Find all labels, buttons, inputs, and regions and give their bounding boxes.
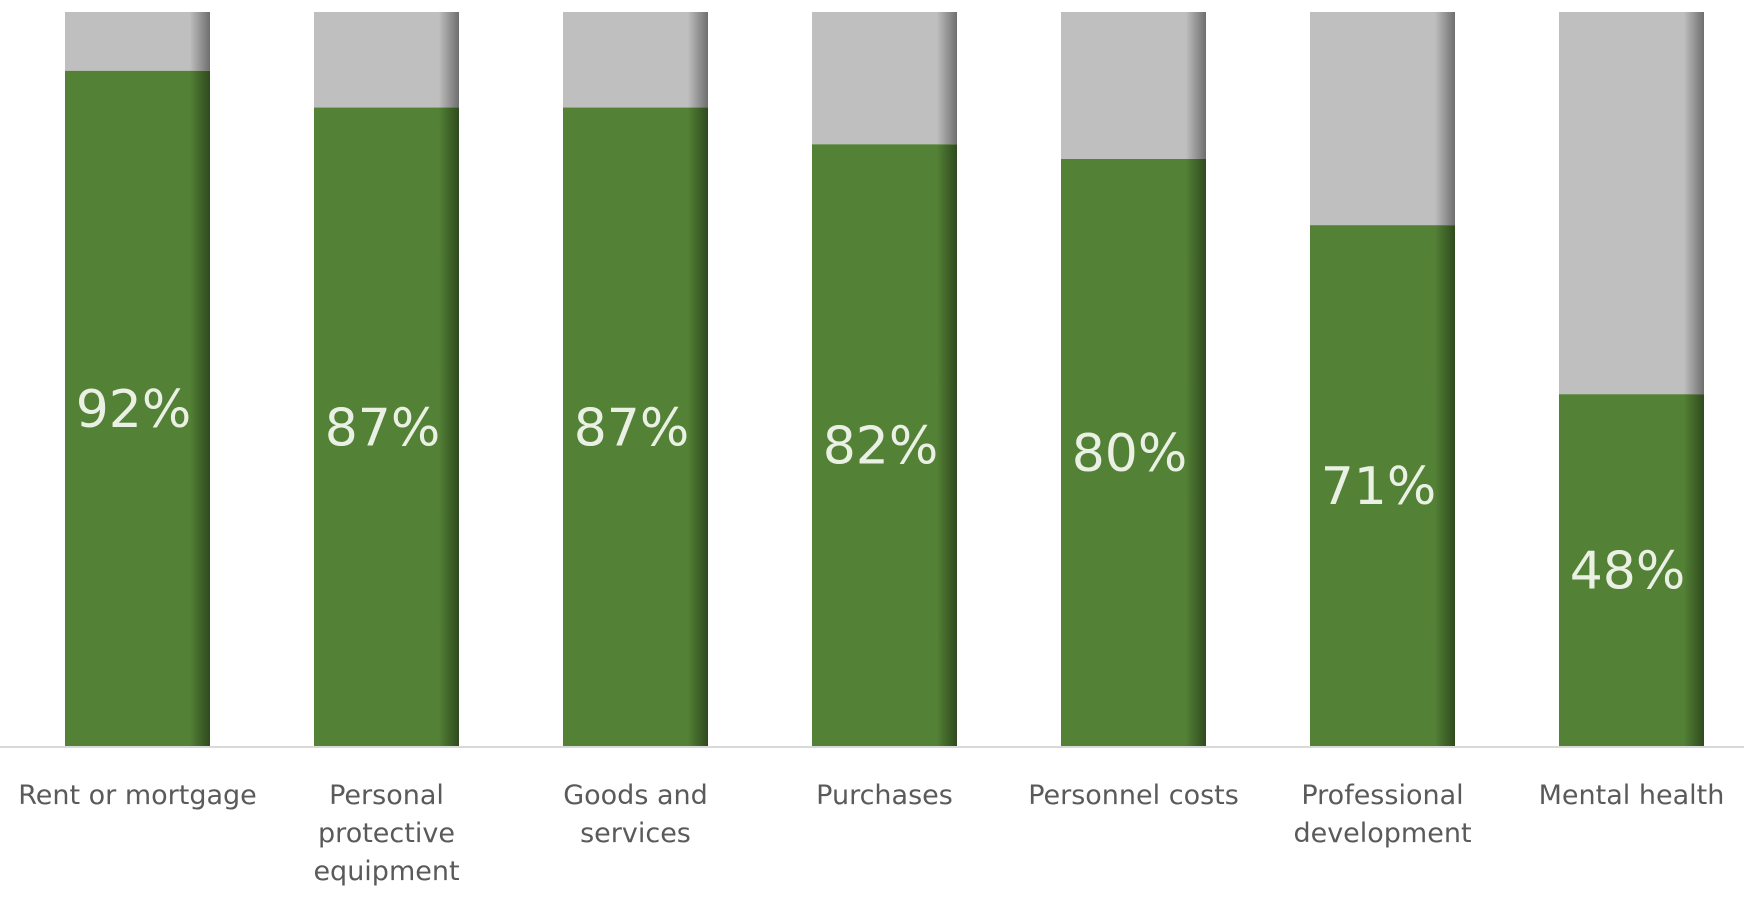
- bar-remainder-5: [1061, 12, 1206, 159]
- category-label-2: Personal protective equipment: [313, 780, 459, 887]
- data-label-5: 80%: [1072, 424, 1188, 484]
- category-label-3: Goods and services: [563, 780, 708, 849]
- bar-value-6: [1310, 225, 1455, 747]
- bar-remainder-3: [563, 12, 708, 108]
- bar-remainder-4: [812, 12, 957, 145]
- bar-remainder-7: [1559, 12, 1704, 395]
- bar-remainder-2: [314, 12, 459, 108]
- data-label-1: 92%: [76, 380, 192, 440]
- data-label-6: 71%: [1321, 457, 1437, 517]
- bar-value-5: [1061, 159, 1206, 747]
- bar-remainder-1: [65, 12, 210, 71]
- bar-value-1: [65, 70, 210, 748]
- category-label-5: Personnel costs: [1028, 780, 1239, 811]
- category-label-4: Purchases: [816, 780, 953, 811]
- labels-layer: 92% Rent or mortgage 87% Personal protective…: [18, 380, 1724, 887]
- data-label-3: 87%: [574, 398, 690, 458]
- category-label-6: Professional development: [1293, 780, 1471, 849]
- category-label-7: Mental health: [1539, 780, 1725, 811]
- bar-value-2: [314, 107, 459, 748]
- bars-layer: [65, 12, 1704, 748]
- bar-value-3: [563, 107, 708, 748]
- bar-remainder-6: [1310, 12, 1455, 226]
- data-label-4: 82%: [823, 417, 939, 477]
- bar-value-7: [1559, 394, 1704, 747]
- data-label-7: 48%: [1570, 542, 1686, 602]
- data-label-2: 87%: [325, 398, 441, 458]
- category-label-1: Rent or mortgage: [18, 780, 257, 811]
- bar-value-4: [812, 144, 957, 748]
